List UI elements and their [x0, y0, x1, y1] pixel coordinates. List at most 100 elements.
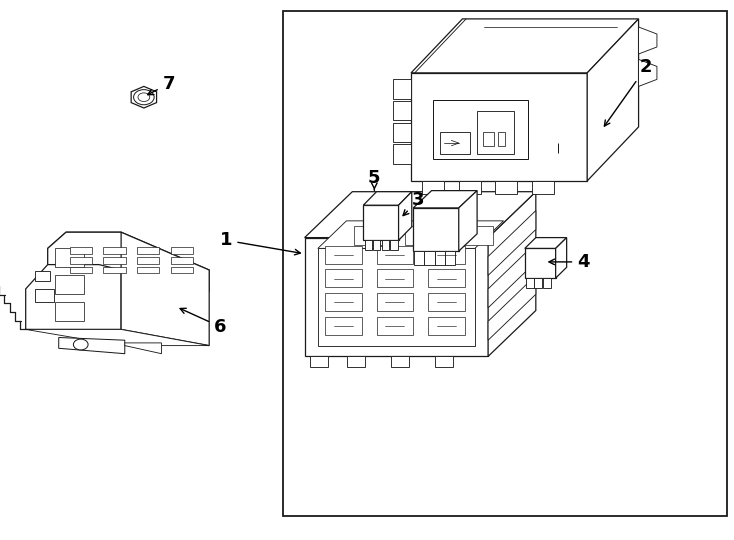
- Polygon shape: [422, 181, 444, 194]
- Polygon shape: [35, 271, 50, 281]
- Polygon shape: [391, 356, 409, 367]
- Text: 5: 5: [368, 169, 381, 190]
- Polygon shape: [325, 293, 362, 311]
- Polygon shape: [171, 257, 193, 264]
- Polygon shape: [55, 302, 84, 321]
- Polygon shape: [310, 356, 328, 367]
- Polygon shape: [428, 269, 465, 287]
- Text: 2: 2: [604, 58, 653, 126]
- Polygon shape: [459, 191, 477, 251]
- Polygon shape: [532, 181, 554, 194]
- Polygon shape: [477, 111, 514, 154]
- Polygon shape: [428, 317, 465, 335]
- Polygon shape: [48, 232, 209, 292]
- Polygon shape: [377, 293, 413, 311]
- Polygon shape: [59, 338, 125, 354]
- Polygon shape: [414, 251, 424, 265]
- Polygon shape: [325, 246, 362, 264]
- Polygon shape: [393, 123, 411, 142]
- Polygon shape: [171, 267, 193, 273]
- Polygon shape: [440, 132, 470, 154]
- Polygon shape: [70, 247, 92, 254]
- Polygon shape: [70, 257, 92, 264]
- Polygon shape: [393, 144, 411, 164]
- Polygon shape: [325, 269, 362, 287]
- Polygon shape: [459, 181, 481, 194]
- Polygon shape: [55, 248, 84, 267]
- Polygon shape: [428, 246, 465, 264]
- Polygon shape: [137, 247, 159, 254]
- Circle shape: [134, 90, 154, 105]
- Circle shape: [73, 339, 88, 350]
- Polygon shape: [433, 100, 528, 159]
- Polygon shape: [411, 19, 639, 73]
- Polygon shape: [137, 257, 159, 264]
- Polygon shape: [498, 132, 505, 146]
- Text: 3: 3: [403, 191, 425, 215]
- Polygon shape: [318, 221, 504, 248]
- Polygon shape: [35, 289, 54, 302]
- Polygon shape: [435, 356, 453, 367]
- Polygon shape: [137, 267, 159, 273]
- Polygon shape: [125, 343, 161, 354]
- Polygon shape: [171, 247, 193, 254]
- Polygon shape: [413, 208, 459, 251]
- Polygon shape: [488, 243, 536, 308]
- Polygon shape: [325, 317, 362, 335]
- Polygon shape: [525, 248, 556, 278]
- Polygon shape: [55, 275, 84, 294]
- Polygon shape: [405, 226, 442, 245]
- Polygon shape: [131, 86, 156, 108]
- Text: 6: 6: [180, 308, 227, 336]
- Text: 4: 4: [549, 253, 590, 271]
- Polygon shape: [103, 267, 126, 273]
- Polygon shape: [390, 240, 398, 250]
- Polygon shape: [121, 232, 209, 346]
- Polygon shape: [103, 257, 126, 264]
- Polygon shape: [363, 192, 412, 205]
- Polygon shape: [26, 329, 209, 346]
- Polygon shape: [495, 181, 517, 194]
- Polygon shape: [103, 247, 126, 254]
- Polygon shape: [428, 293, 465, 311]
- Polygon shape: [413, 191, 477, 208]
- Polygon shape: [488, 192, 536, 356]
- Polygon shape: [424, 251, 435, 265]
- Polygon shape: [639, 59, 657, 86]
- Polygon shape: [377, 246, 413, 264]
- Polygon shape: [445, 251, 455, 265]
- Polygon shape: [488, 275, 536, 340]
- Polygon shape: [399, 192, 412, 240]
- Circle shape: [138, 93, 150, 102]
- Polygon shape: [587, 19, 639, 181]
- Polygon shape: [305, 238, 488, 356]
- Polygon shape: [556, 238, 567, 278]
- Polygon shape: [363, 205, 399, 240]
- Polygon shape: [411, 73, 587, 181]
- Polygon shape: [488, 211, 536, 275]
- Polygon shape: [70, 267, 92, 273]
- Polygon shape: [382, 240, 389, 250]
- Polygon shape: [377, 269, 413, 287]
- Polygon shape: [283, 11, 727, 516]
- Text: 7: 7: [148, 75, 175, 94]
- Polygon shape: [347, 356, 365, 367]
- Polygon shape: [305, 192, 536, 238]
- Polygon shape: [393, 101, 411, 120]
- Polygon shape: [457, 226, 493, 245]
- Polygon shape: [318, 248, 475, 346]
- Polygon shape: [483, 132, 494, 146]
- Polygon shape: [526, 278, 534, 288]
- Polygon shape: [534, 278, 542, 288]
- Polygon shape: [525, 238, 567, 248]
- Polygon shape: [354, 226, 390, 245]
- Polygon shape: [435, 251, 445, 265]
- Polygon shape: [377, 317, 413, 335]
- Polygon shape: [393, 79, 411, 99]
- Polygon shape: [543, 278, 550, 288]
- Polygon shape: [639, 27, 657, 54]
- Polygon shape: [26, 232, 121, 329]
- Polygon shape: [373, 240, 380, 250]
- Polygon shape: [365, 240, 372, 250]
- Text: 1: 1: [219, 231, 300, 255]
